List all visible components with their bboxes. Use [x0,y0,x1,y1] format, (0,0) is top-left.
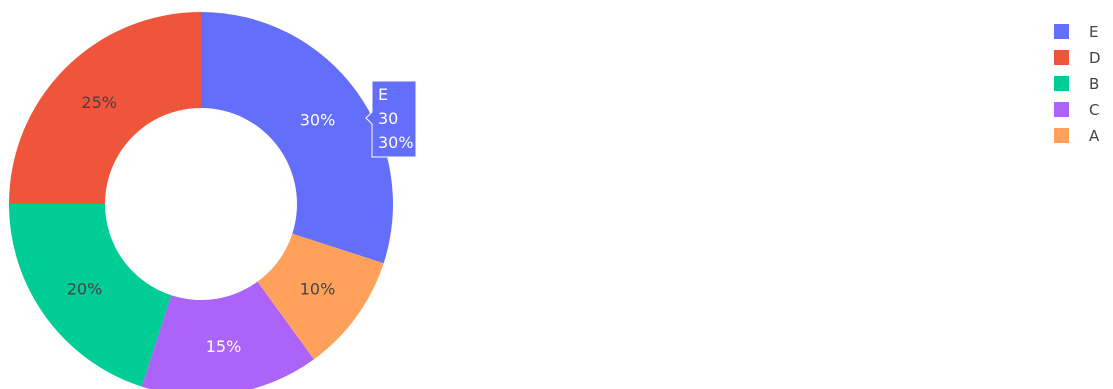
legend-swatch-c [1054,102,1069,117]
legend-label-e: E [1089,23,1098,41]
tooltip-background [365,80,417,158]
legend-label-d: D [1089,49,1101,67]
pie-slice-c[interactable] [141,281,314,389]
legend-label-b: B [1089,75,1099,93]
legend-item-c[interactable]: C [1054,101,1099,119]
slice-label-c: 15% [206,337,242,356]
pie-slices [9,12,393,389]
tooltip-line-3: 30% [378,133,414,152]
slice-label-b: 20% [67,280,103,299]
legend-item-b[interactable]: B [1054,75,1099,93]
slice-label-d: 25% [81,93,117,112]
legend-item-a[interactable]: A [1054,127,1100,145]
pie-slice-e[interactable] [201,12,393,264]
slice-label-e: 30% [300,110,336,129]
legend-item-e[interactable]: E [1054,23,1098,41]
tooltip-line-2: 30 [378,109,398,128]
hover-tooltip: E 30 30% [365,80,417,158]
legend-swatch-a [1054,128,1069,143]
legend-swatch-b [1054,76,1069,91]
legend-item-d[interactable]: D [1054,49,1101,67]
tooltip-line-1: E [378,85,388,104]
legend-label-a: A [1089,127,1100,145]
legend-label-c: C [1089,101,1099,119]
pie-slice-d[interactable] [9,12,201,204]
pie-slice-a[interactable] [257,233,384,360]
pie-slice-b[interactable] [9,204,172,387]
slice-label-a: 10% [300,280,336,299]
legend-swatch-e [1054,24,1069,39]
legend-swatch-d [1054,50,1069,65]
hover-tooltip-box: E 30 30% [365,80,417,158]
pie-slice-labels: 30% 10% 15% 20% 25% [67,93,336,356]
